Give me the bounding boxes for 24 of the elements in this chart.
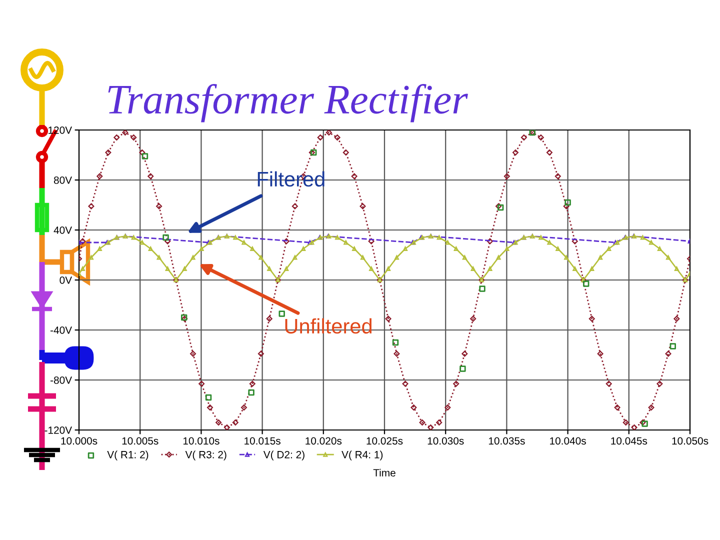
y-tick-label: 80V: [54, 176, 72, 184]
x-tick-label: 10.005s: [122, 437, 158, 445]
legend-label: V( R4: 1): [342, 450, 383, 460]
y-tick-label: 40V: [54, 226, 72, 234]
x-tick-label: 10.040s: [550, 437, 586, 445]
legend-label: V( R3: 2): [185, 450, 226, 460]
y-tick-label: 120V: [48, 126, 72, 134]
x-axis-title: Time: [373, 468, 396, 477]
x-tick-label: 10.000s: [61, 437, 98, 445]
x-tick-label: 10.045s: [611, 437, 648, 445]
y-tick-label: 0V: [60, 276, 72, 284]
x-tick-label: 10.020s: [306, 437, 342, 445]
legend-label: V( D2: 2): [263, 450, 304, 460]
x-tick-label: 10.030s: [428, 437, 464, 445]
x-tick-label: 10.050s: [672, 437, 708, 445]
legend-label: V( R1: 2): [107, 450, 148, 460]
chart-title: Transformer Rectifier: [108, 84, 468, 122]
x-tick-label: 10.015s: [244, 437, 280, 445]
x-tick-label: 10.035s: [488, 437, 525, 445]
y-tick-label: -80V: [50, 376, 72, 384]
y-tick-label: -120V: [44, 426, 72, 434]
x-tick-label: 10.010s: [183, 437, 220, 445]
y-tick-label: -40V: [50, 326, 72, 334]
x-tick-label: 10.025s: [366, 437, 403, 445]
